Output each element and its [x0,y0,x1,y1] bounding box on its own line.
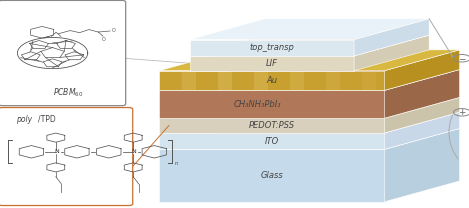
Polygon shape [290,71,304,90]
Polygon shape [218,71,232,90]
Polygon shape [190,19,429,40]
Text: PEDOT:PSS: PEDOT:PSS [249,121,295,130]
Text: poly: poly [16,115,32,124]
Polygon shape [326,71,340,90]
Text: O: O [102,37,106,42]
Polygon shape [190,35,429,56]
Text: −: − [458,54,466,63]
Text: CH₃NH₃PbI₃: CH₃NH₃PbI₃ [234,100,282,109]
Polygon shape [254,71,268,90]
Polygon shape [159,118,385,133]
FancyBboxPatch shape [0,0,126,106]
Polygon shape [159,97,460,118]
Polygon shape [159,71,385,90]
Text: +: + [458,108,466,117]
Text: /TPD: /TPD [38,115,55,124]
Polygon shape [190,40,354,56]
Text: O: O [112,28,115,33]
Text: N: N [54,149,59,154]
Polygon shape [385,112,460,149]
Polygon shape [159,50,460,71]
Polygon shape [190,56,354,71]
FancyArrowPatch shape [449,115,458,159]
Text: N: N [132,149,136,154]
Polygon shape [159,112,460,133]
Text: LIF: LIF [266,59,278,68]
Polygon shape [385,69,460,118]
Text: PCBM$_{60}$: PCBM$_{60}$ [53,86,83,99]
Text: Au: Au [266,76,278,85]
Text: top_transp: top_transp [250,43,295,52]
FancyBboxPatch shape [0,108,133,206]
Text: ITO: ITO [265,137,279,146]
Polygon shape [159,129,460,149]
Polygon shape [159,69,460,90]
Polygon shape [385,97,460,133]
Polygon shape [385,50,460,90]
Polygon shape [159,149,385,202]
Polygon shape [354,19,429,56]
Polygon shape [182,71,196,90]
Polygon shape [354,35,429,71]
Text: n: n [174,161,178,166]
Text: Glass: Glass [261,171,283,180]
Polygon shape [159,90,385,118]
Polygon shape [362,71,376,90]
Polygon shape [385,129,460,202]
Polygon shape [159,133,385,149]
